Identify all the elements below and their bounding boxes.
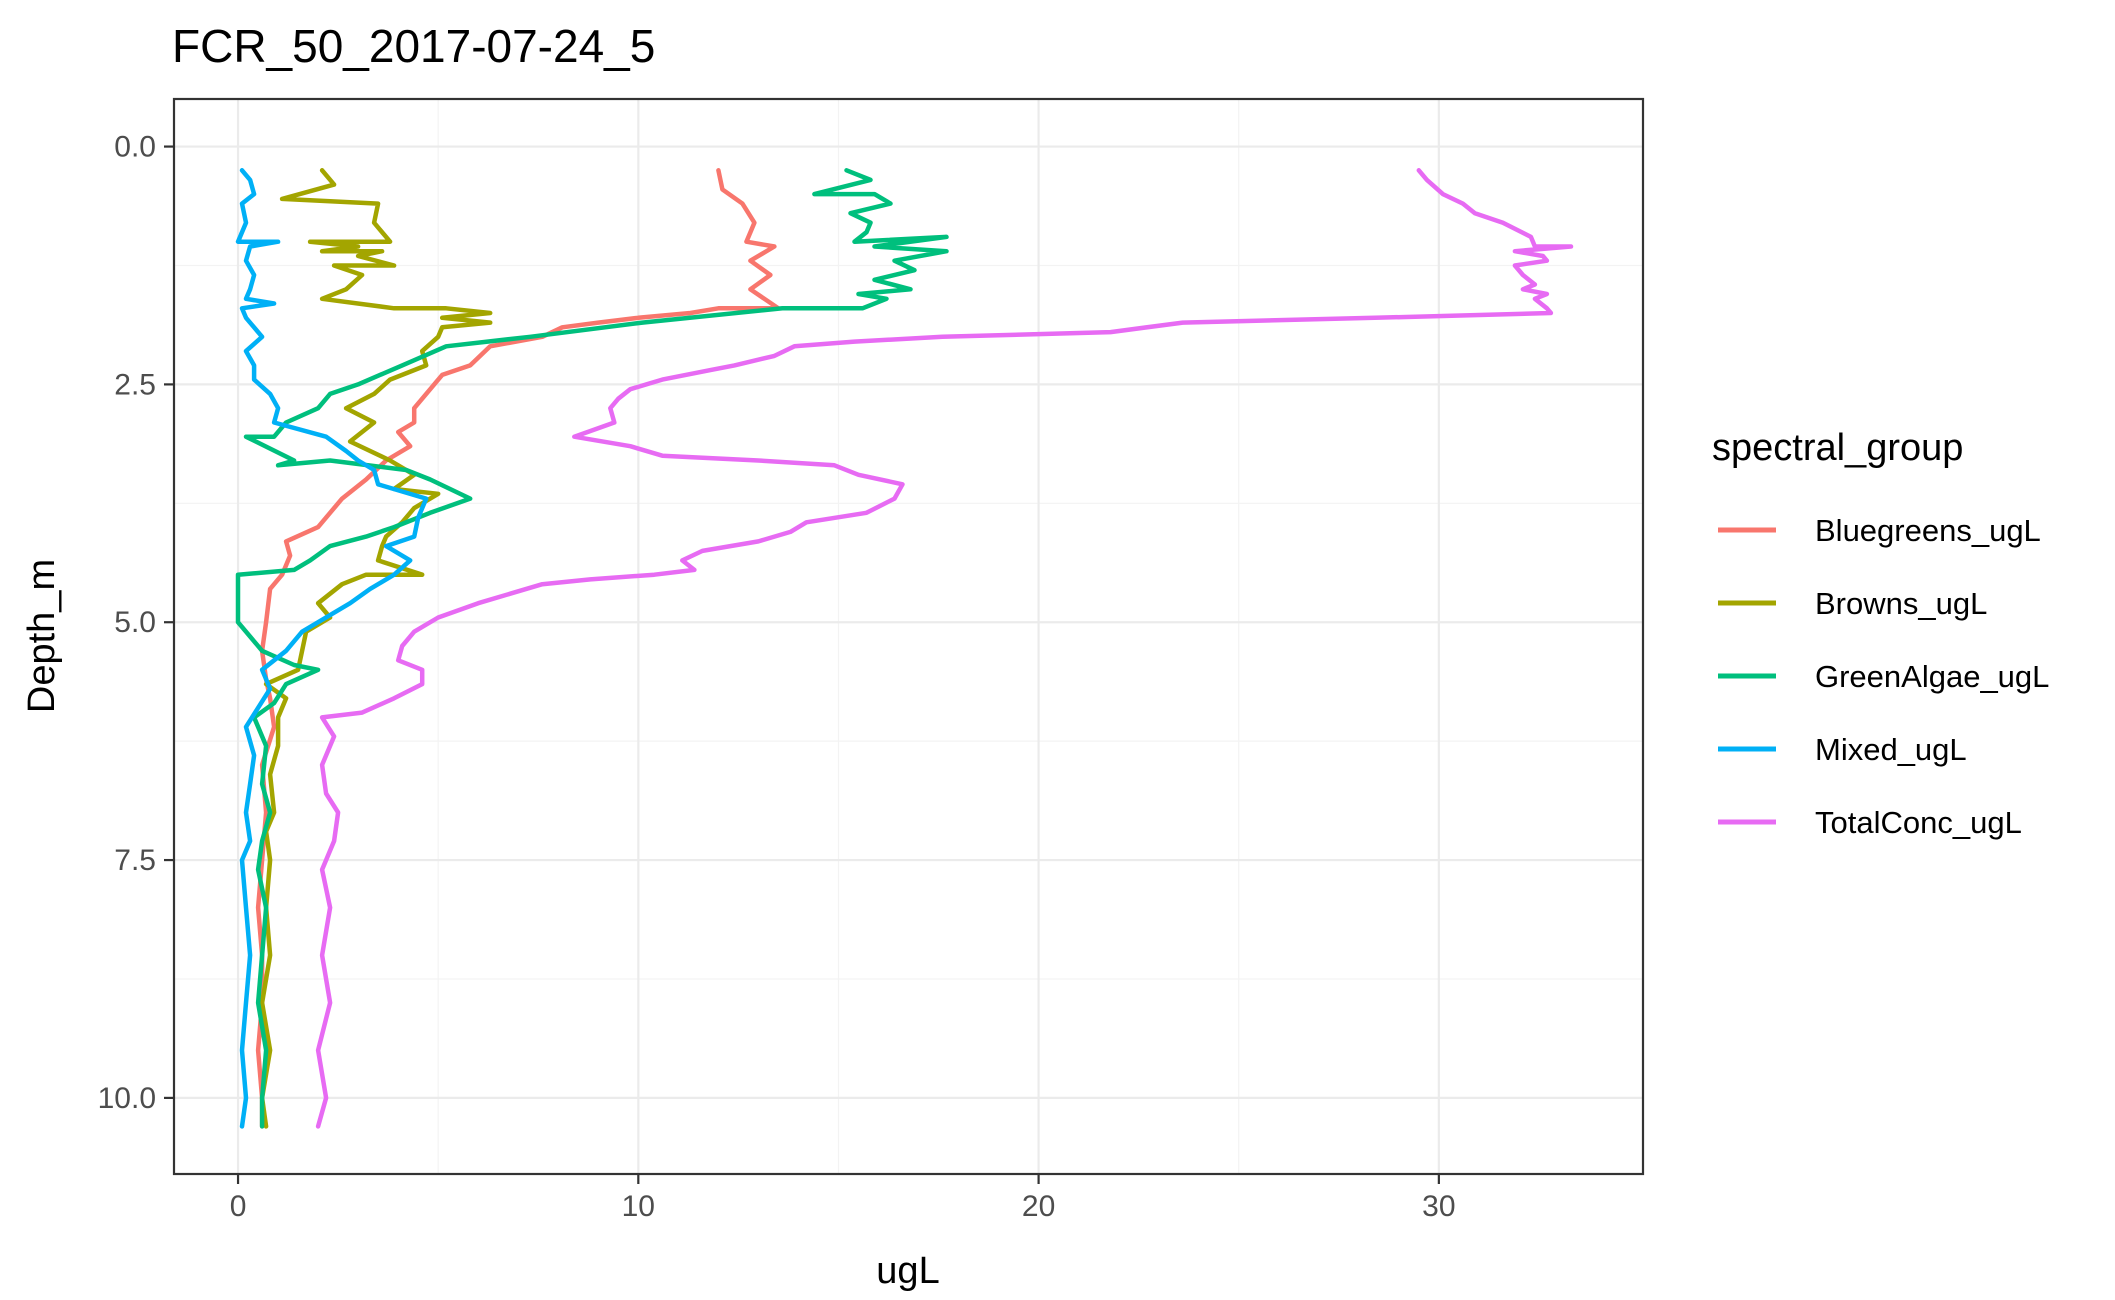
series-line-totalconc-ugl	[315, 168, 1574, 1129]
y-tick-label: 5.0	[114, 606, 156, 639]
plot-border	[172, 97, 1645, 1176]
legend-label: Mixed_ugL	[1815, 732, 1967, 767]
x-tick-label: 20	[1022, 1190, 1055, 1223]
legend-title: spectral_group	[1712, 427, 1963, 469]
x-axis-title: ugL	[876, 1250, 939, 1292]
series-line-greenalgae-ugl	[235, 168, 949, 1129]
x-axis: 0 10 20 30	[230, 1174, 1456, 1223]
legend-label: Browns_ugL	[1815, 586, 1987, 621]
series-line-mixed-ugl	[235, 168, 429, 1129]
legend-label: TotalConc_ugL	[1815, 805, 2022, 840]
y-tick-label: 7.5	[114, 844, 156, 877]
x-tick-label: 30	[1422, 1190, 1455, 1223]
plot-series	[235, 168, 1574, 1129]
legend-label: GreenAlgae_ugL	[1815, 659, 2049, 694]
y-tick-label: 0.0	[114, 131, 156, 164]
x-tick-label: 10	[622, 1190, 655, 1223]
legend-label: Bluegreens_ugL	[1815, 513, 2041, 548]
series-line-browns-ugl	[259, 168, 493, 1129]
y-tick-label: 10.0	[98, 1082, 156, 1115]
legend: spectral_group Bluegreens_ugL Browns_ugL G…	[1712, 427, 2049, 840]
y-axis-title: Depth_m	[21, 559, 63, 713]
chart-title: FCR_50_2017-07-24_5	[172, 20, 655, 72]
y-tick-label: 2.5	[114, 368, 156, 401]
plot-panel	[174, 99, 1643, 1174]
y-axis: 0.0 2.5 5.0 7.5 10.0	[98, 131, 174, 1115]
x-tick-label: 0	[230, 1190, 247, 1223]
